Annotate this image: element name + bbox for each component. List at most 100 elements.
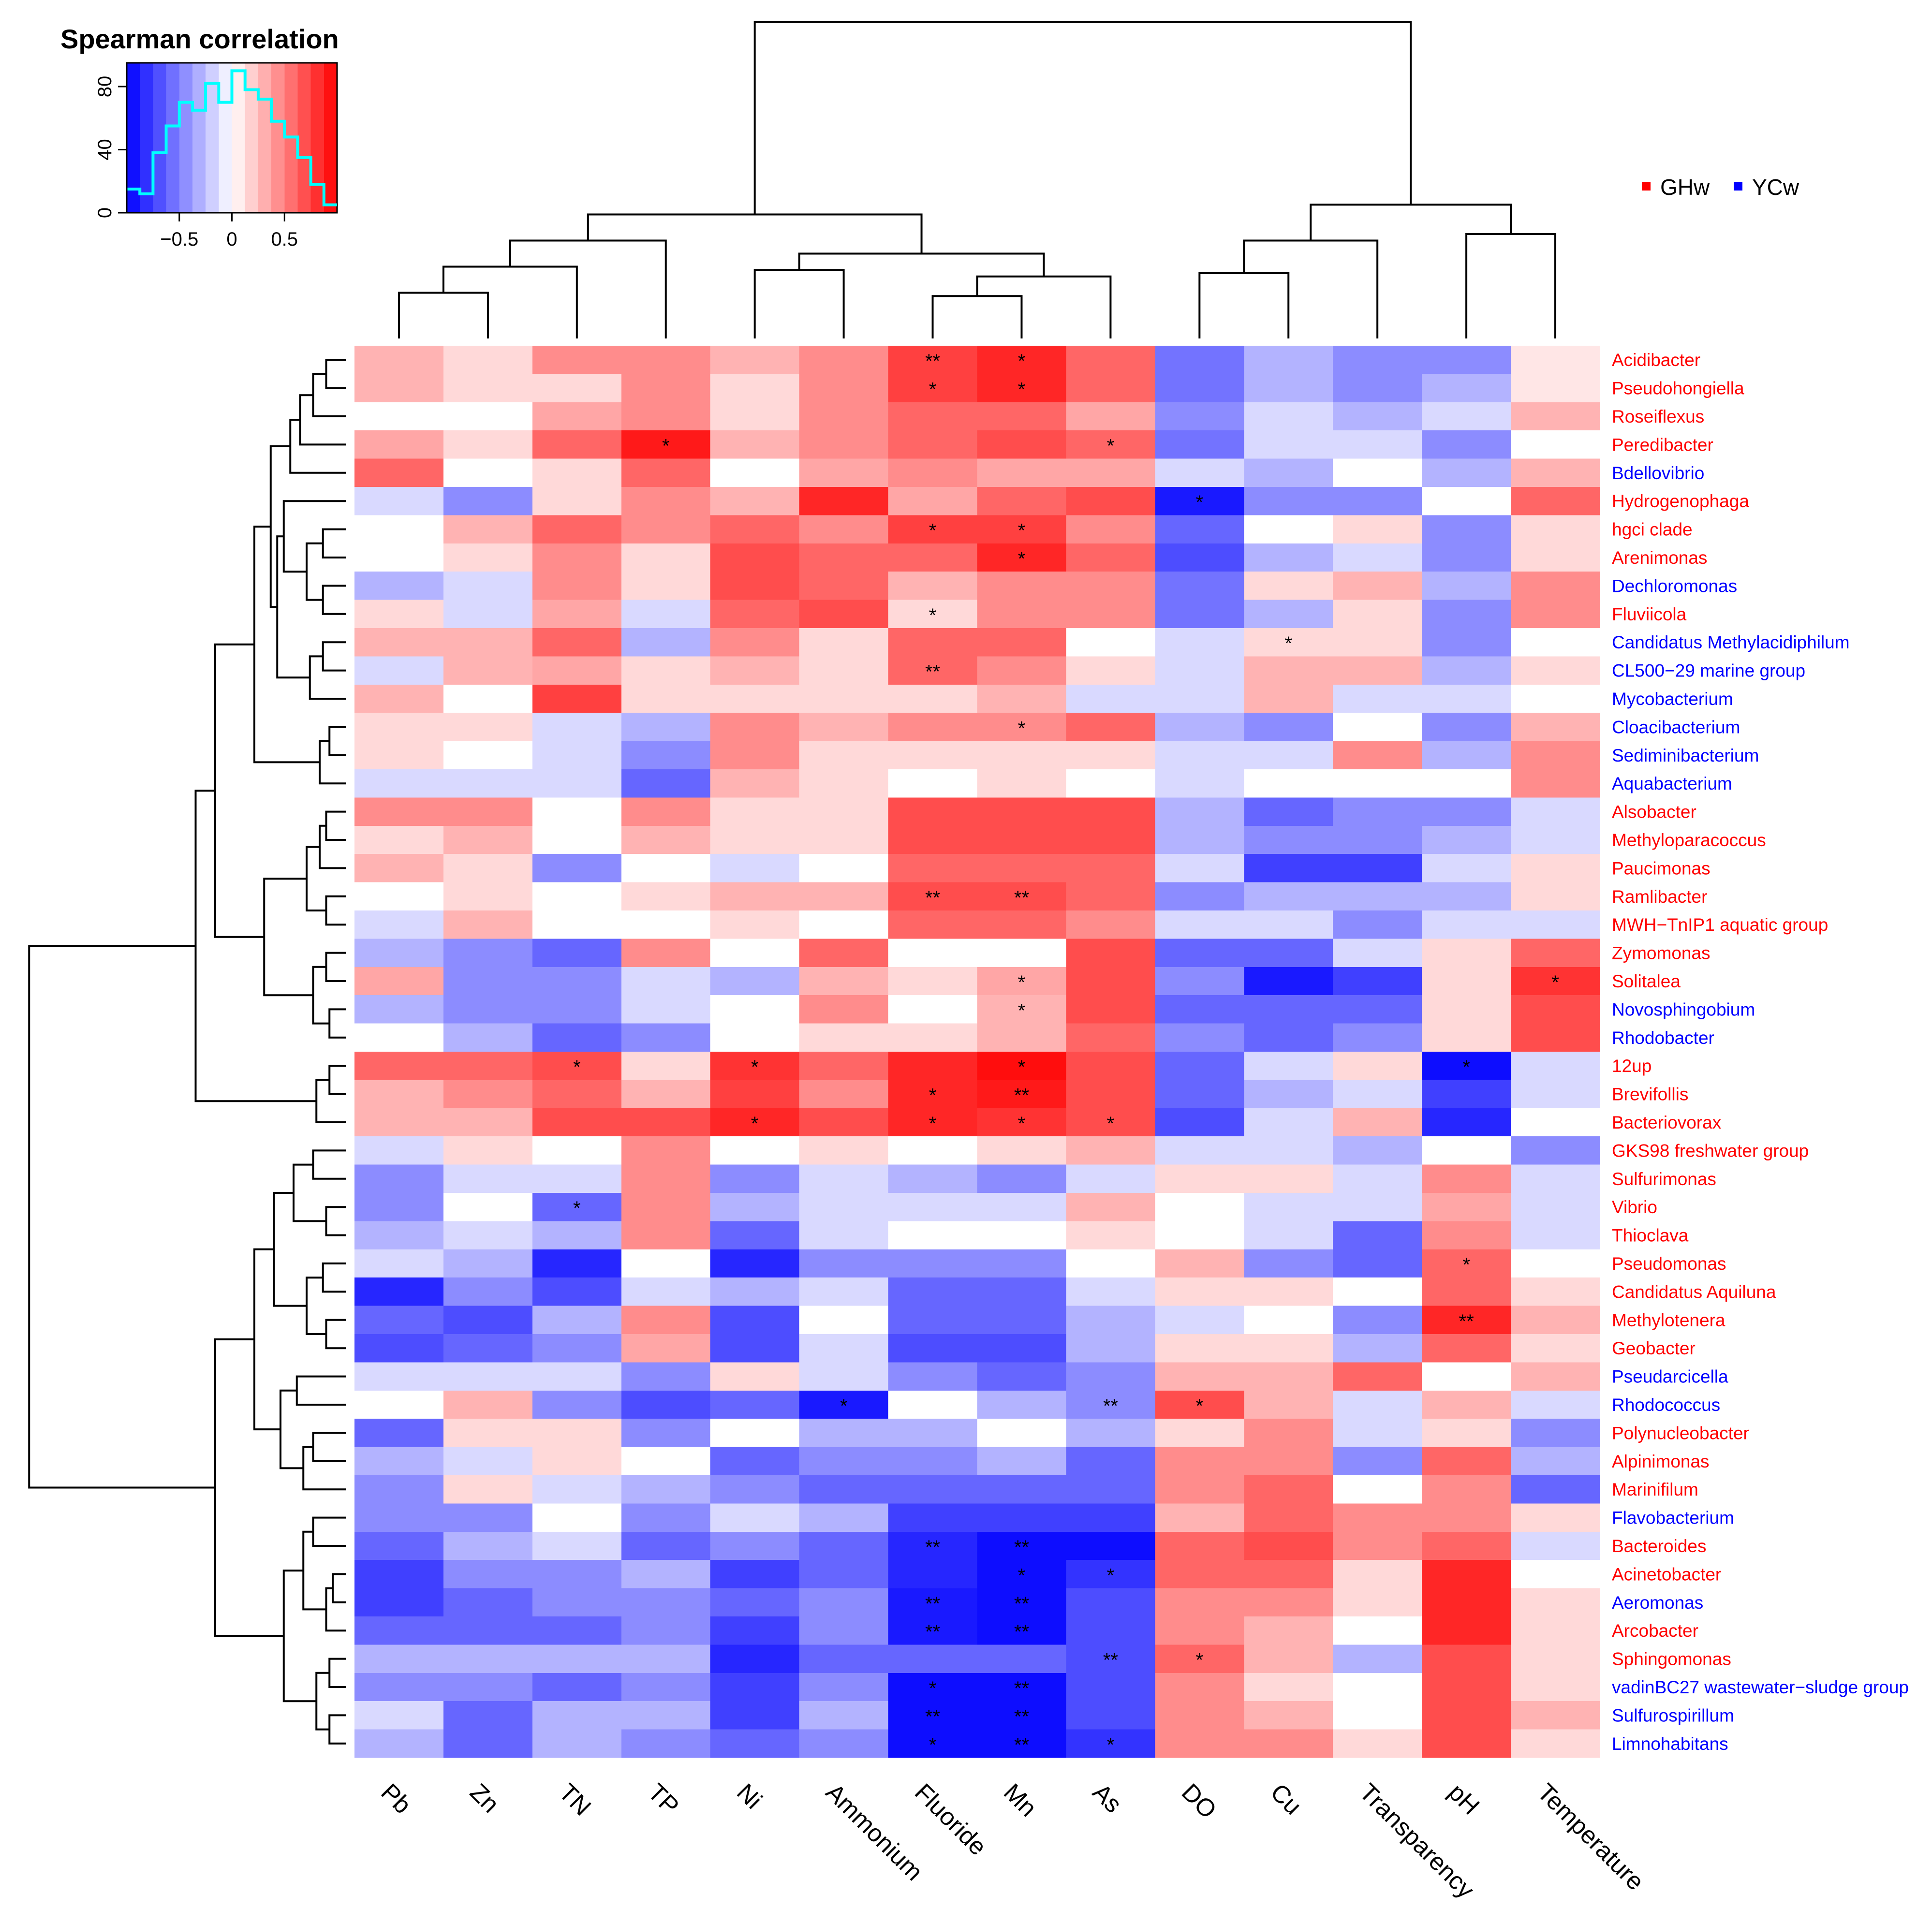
dendrogram-branch: [1310, 204, 1512, 241]
row-label: Rhodobacter: [1612, 1028, 1714, 1048]
heatmap-cell: [1422, 1334, 1511, 1363]
heatmap-cell: [1066, 458, 1155, 487]
heatmap-cell: [443, 1531, 533, 1560]
row-label: Sediminibacterium: [1612, 746, 1759, 765]
heatmap-cell: [1244, 628, 1333, 657]
color-key-tick-label: 0: [226, 229, 237, 250]
dendrogram-branch: [299, 394, 346, 446]
heatmap-cell: [1244, 1616, 1333, 1645]
heatmap-cell: [1511, 1193, 1600, 1221]
heatmap-cell: [621, 402, 711, 431]
heatmap-cell: [443, 684, 533, 713]
heatmap-cell: [1333, 430, 1422, 459]
heatmap-cell: [354, 769, 444, 798]
heatmap-cell: [1511, 1334, 1600, 1363]
heatmap-cell: [1066, 402, 1155, 431]
heatmap-cell: [977, 769, 1067, 798]
significance-mark: **: [1103, 1650, 1118, 1671]
heatmap-cell: [1511, 1588, 1600, 1617]
heatmap-cell: [977, 854, 1067, 883]
heatmap-cell: [1422, 656, 1511, 685]
heatmap-cell: [443, 1588, 533, 1617]
heatmap-cell: [1066, 1362, 1155, 1391]
heatmap-cell: [799, 1023, 889, 1052]
heatmap-cell: [354, 1052, 444, 1080]
heatmap-cell: [1244, 1306, 1333, 1335]
heatmap-cell: [1422, 572, 1511, 601]
heatmap-cell: [1511, 1673, 1600, 1702]
heatmap-cell: [888, 1306, 978, 1335]
dendrogram-branch: [325, 810, 346, 841]
significance-mark: *: [1018, 548, 1026, 570]
heatmap-cell: [354, 713, 444, 742]
heatmap-cell: [799, 1673, 889, 1702]
heatmap-cell: [1155, 515, 1244, 544]
row-label: Candidatus Aquiluna: [1612, 1282, 1776, 1302]
heatmap-cell: [1155, 600, 1244, 629]
heatmap-cell: [799, 402, 889, 431]
heatmap-cell: [1511, 374, 1600, 403]
heatmap-cell: [1244, 1164, 1333, 1193]
heatmap-cell: [1155, 713, 1244, 742]
heatmap-cell: [1066, 854, 1155, 883]
heatmap-cell: [799, 346, 889, 374]
dendrogram-branch: [322, 1262, 346, 1293]
heatmap-cell: [888, 1108, 978, 1137]
heatmap-cell: [1333, 797, 1422, 826]
heatmap-cell: [443, 939, 533, 968]
heatmap-cell: [1244, 1644, 1333, 1673]
row-label: Peredibacter: [1612, 435, 1713, 455]
column-dendrogram: [398, 21, 1557, 338]
heatmap-cell: [1066, 1277, 1155, 1306]
heatmap-cell: [354, 1616, 444, 1645]
heatmap-cell: [977, 1080, 1067, 1109]
heatmap-cell: [1511, 1616, 1600, 1645]
heatmap-cell: [799, 1616, 889, 1645]
significance-mark: *: [1018, 1000, 1026, 1021]
heatmap-cell: [888, 628, 978, 657]
heatmap-cell: [1244, 600, 1333, 629]
heatmap-cell: [977, 402, 1067, 431]
heatmap-cell: [1066, 741, 1155, 770]
heatmap-cell: [443, 1306, 533, 1335]
dendrogram-branch: [214, 643, 265, 938]
heatmap-cell: [354, 1334, 444, 1363]
heatmap-cell: [1066, 713, 1155, 742]
heatmap-cell: [621, 543, 711, 572]
significance-mark: *: [751, 1057, 759, 1078]
row-label: Geobacter: [1612, 1338, 1696, 1358]
dendrogram-branch: [302, 1446, 346, 1491]
heatmap-cell: [1333, 1560, 1422, 1589]
column-label: Fluoride: [910, 1778, 992, 1861]
heatmap-cell: [354, 1136, 444, 1165]
dendrogram-branch: [194, 790, 317, 1102]
row-labels: Acidibacter Pseudohongiella Roseiflexus Per…: [1612, 350, 1909, 1754]
row-label: Cloacibacterium: [1612, 717, 1740, 737]
heatmap-cell: [888, 346, 978, 374]
heatmap-cell: [888, 402, 978, 431]
heatmap-cell: [1333, 882, 1422, 911]
heatmap-cell: [621, 656, 711, 685]
heatmap-cell: [1511, 1362, 1600, 1391]
heatmap-cell: [621, 1334, 711, 1363]
heatmap-cell: [354, 1588, 444, 1617]
heatmap-cell: [1066, 374, 1155, 403]
heatmap-cell: [621, 684, 711, 713]
heatmap-cell: [977, 430, 1067, 459]
heatmap-cell: [1422, 402, 1511, 431]
heatmap-cell: [799, 515, 889, 544]
heatmap-cell: [1422, 1108, 1511, 1137]
heatmap-cell: [1244, 769, 1333, 798]
heatmap-cell: [354, 967, 444, 996]
heatmap-cell: [621, 1419, 711, 1448]
row-label: Sulfurimonas: [1612, 1169, 1716, 1189]
heatmap-cell: [1333, 967, 1422, 996]
heatmap-cell: [1066, 1334, 1155, 1363]
heatmap-cell: [1244, 346, 1333, 374]
row-label: Bacteroides: [1612, 1536, 1706, 1556]
heatmap-cell: [1066, 515, 1155, 544]
color-key-band: [153, 63, 167, 213]
heatmap-cell: [799, 713, 889, 742]
heatmap-cell: [532, 543, 622, 572]
group-legend-swatch: [1642, 182, 1651, 191]
